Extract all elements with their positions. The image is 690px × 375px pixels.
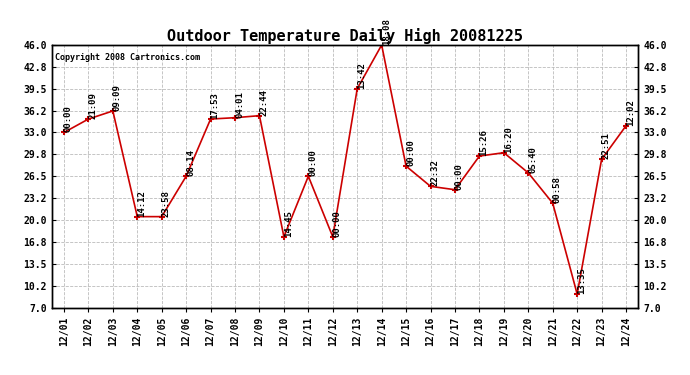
Text: 08:14: 08:14 xyxy=(186,149,195,176)
Text: 00:00: 00:00 xyxy=(455,163,464,190)
Title: Outdoor Temperature Daily High 20081225: Outdoor Temperature Daily High 20081225 xyxy=(167,28,523,44)
Text: 14:12: 14:12 xyxy=(137,190,146,217)
Text: 05:40: 05:40 xyxy=(529,146,538,173)
Text: 00:00: 00:00 xyxy=(308,149,317,176)
Text: 04:01: 04:01 xyxy=(235,91,244,118)
Text: 21:09: 21:09 xyxy=(88,92,97,119)
Text: 22:44: 22:44 xyxy=(259,89,268,116)
Text: 17:53: 17:53 xyxy=(210,92,219,119)
Text: 18:08: 18:08 xyxy=(382,18,391,45)
Text: 00:00: 00:00 xyxy=(333,210,342,237)
Text: 23:58: 23:58 xyxy=(161,190,170,217)
Text: 22:51: 22:51 xyxy=(602,132,611,159)
Text: 00:58: 00:58 xyxy=(553,176,562,203)
Text: 12:02: 12:02 xyxy=(626,99,635,126)
Text: 15:26: 15:26 xyxy=(480,129,489,156)
Text: 16:20: 16:20 xyxy=(504,126,513,153)
Text: 00:00: 00:00 xyxy=(406,139,415,166)
Text: 22:32: 22:32 xyxy=(431,159,440,186)
Text: 14:45: 14:45 xyxy=(284,210,293,237)
Text: 13:35: 13:35 xyxy=(577,267,586,294)
Text: 13:42: 13:42 xyxy=(357,62,366,89)
Text: Copyright 2008 Cartronics.com: Copyright 2008 Cartronics.com xyxy=(55,53,199,62)
Text: 00:00: 00:00 xyxy=(64,106,73,132)
Text: 09:09: 09:09 xyxy=(113,84,122,111)
